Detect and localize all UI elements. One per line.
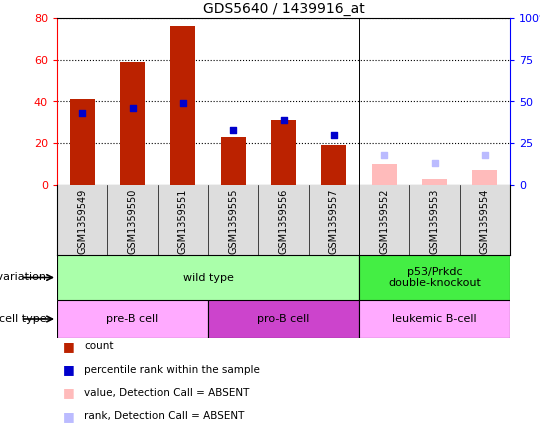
Point — [380, 151, 388, 158]
Bar — [359, 255, 510, 300]
Text: leukemic B-cell: leukemic B-cell — [392, 314, 477, 324]
Text: GSM1359552: GSM1359552 — [379, 189, 389, 254]
Text: ■: ■ — [63, 363, 74, 376]
Point — [279, 116, 288, 123]
Point — [78, 110, 86, 117]
Text: GSM1359553: GSM1359553 — [429, 189, 440, 254]
Bar — [422, 179, 447, 185]
Text: count: count — [84, 341, 113, 352]
Bar — [359, 300, 510, 338]
Text: pre-B cell: pre-B cell — [106, 314, 159, 324]
Point — [430, 160, 439, 167]
Text: ■: ■ — [63, 387, 74, 399]
Bar — [372, 164, 397, 185]
Text: GSM1359556: GSM1359556 — [279, 189, 288, 254]
Point — [329, 132, 338, 138]
Bar — [57, 300, 208, 338]
Bar — [120, 62, 145, 185]
Bar — [271, 120, 296, 185]
Bar — [472, 170, 497, 185]
Bar — [70, 99, 94, 185]
Bar — [170, 26, 195, 185]
Text: pro-B cell: pro-B cell — [258, 314, 309, 324]
Text: percentile rank within the sample: percentile rank within the sample — [84, 365, 260, 375]
Point — [229, 126, 238, 133]
Title: GDS5640 / 1439916_at: GDS5640 / 1439916_at — [202, 2, 364, 16]
Bar — [57, 255, 359, 300]
Text: ■: ■ — [63, 340, 74, 353]
Text: rank, Detection Call = ABSENT: rank, Detection Call = ABSENT — [84, 411, 245, 421]
Point — [481, 151, 489, 158]
Text: wild type: wild type — [183, 272, 233, 283]
Text: GSM1359549: GSM1359549 — [77, 189, 87, 254]
Text: value, Detection Call = ABSENT: value, Detection Call = ABSENT — [84, 388, 249, 398]
Bar — [220, 137, 246, 185]
Text: cell type: cell type — [0, 314, 46, 324]
Text: GSM1359550: GSM1359550 — [127, 189, 138, 254]
Point — [128, 105, 137, 112]
Bar — [321, 146, 347, 185]
Text: ■: ■ — [63, 410, 74, 423]
Text: GSM1359557: GSM1359557 — [329, 189, 339, 254]
Bar — [208, 300, 359, 338]
Text: GSM1359555: GSM1359555 — [228, 189, 238, 254]
Text: GSM1359551: GSM1359551 — [178, 189, 188, 254]
Text: genotype/variation: genotype/variation — [0, 272, 46, 283]
Point — [179, 100, 187, 107]
Text: GSM1359554: GSM1359554 — [480, 189, 490, 254]
Text: p53/Prkdc
double-knockout: p53/Prkdc double-knockout — [388, 266, 481, 288]
